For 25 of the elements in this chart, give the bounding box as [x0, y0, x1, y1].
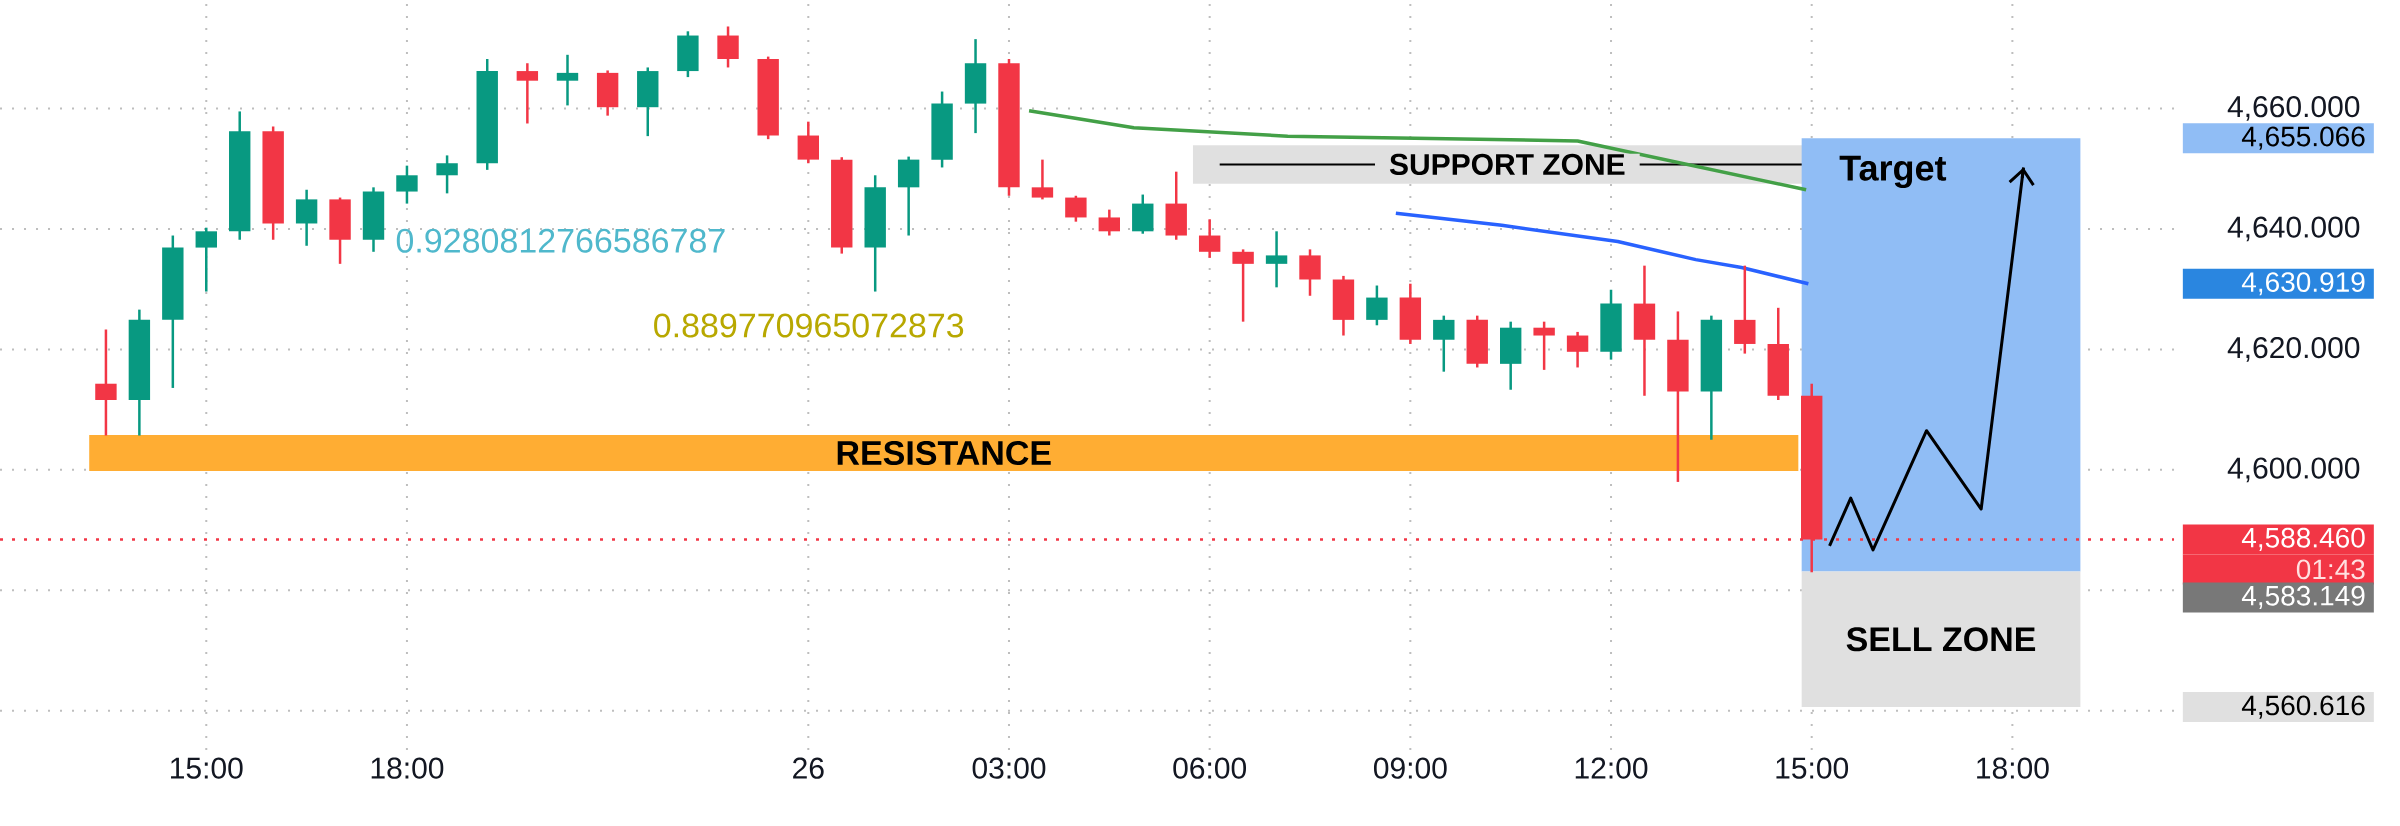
y-tick-label: 4,640.000: [2227, 216, 2360, 242]
text: 4,583.149: [2241, 585, 2365, 609]
x-tick-label: 03:00: [972, 757, 1046, 779]
text: 4,560.616: [2241, 695, 2365, 719]
x-tick-label: 18:00: [1977, 757, 2049, 779]
x-tick-label: 12:00: [1575, 757, 1648, 779]
x-tick-label: 09:00: [1373, 757, 1447, 779]
band-label: Target: [1839, 155, 1947, 189]
band-label: SELL ZONE: [1846, 627, 2036, 652]
x-tick-label: 15:00: [1776, 757, 1849, 779]
x-tick-label: 06:00: [1173, 757, 1247, 779]
x-tick-label: 26: [793, 757, 824, 779]
band-label: SUPPORT ZONE: [1389, 153, 1625, 176]
y-tick-label: 4,620.000: [2227, 336, 2360, 362]
y-tick-label: 4,660.000: [2227, 96, 2360, 121]
y-tick-label: 4,600.000: [2227, 457, 2360, 483]
annotation: 0.9280812766586787: [396, 228, 725, 253]
text: 4,655.066: [2241, 126, 2365, 150]
text: 01:43: [2296, 559, 2365, 580]
x-tick-label: 18:00: [371, 757, 444, 779]
annotation: 0.889770965072873: [654, 313, 964, 338]
x-tick-label: 15:00: [171, 757, 243, 779]
text: 4,630.919: [2241, 272, 2365, 296]
ref-line-label: 4,588.460: [2241, 527, 2365, 551]
band-label: RESISTANCE: [837, 440, 1051, 466]
